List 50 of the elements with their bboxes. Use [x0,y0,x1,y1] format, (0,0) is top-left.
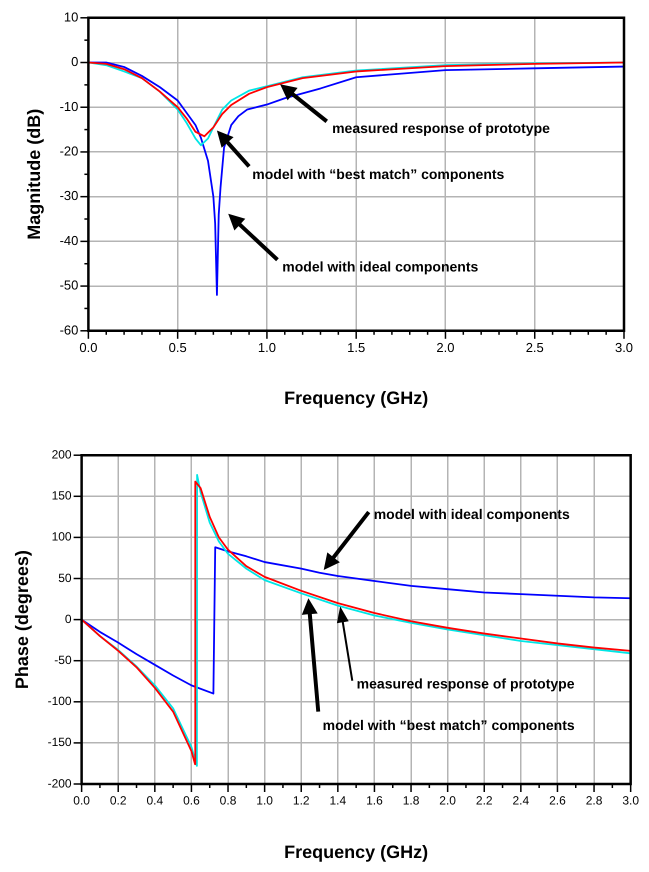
x-axis-title: Frequency (GHz) [284,388,428,408]
y-tick-label: -50 [54,653,72,668]
x-tick-label: 2.0 [436,340,454,356]
y-tick-label: -20 [60,144,78,159]
y-tick-label: 200 [52,448,72,462]
x-tick-label: 1.2 [292,794,310,808]
x-tick-label: 3.0 [614,340,634,356]
x-tick-label: 2.4 [512,794,530,808]
x-tick-label: 0.0 [73,794,90,808]
x-tick-label: 0.0 [79,340,98,356]
x-tick-label: 0.2 [110,794,127,808]
x-tick-label: 2.0 [439,794,456,808]
y-tick-label: 10 [64,9,78,24]
y-tick-label: 100 [52,530,72,544]
y-tick-label: 0 [71,54,78,70]
y-tick-label: -150 [48,735,72,750]
x-tick-label: 1.0 [256,794,274,808]
y-axis-title: Magnitude (dB) [24,108,44,240]
annotation: model with ideal components [282,258,479,274]
x-tick-label: 0.4 [146,794,164,808]
annotation: measured response of prototype [332,120,550,136]
x-tick-label: 0.8 [220,794,237,808]
y-tick-label: -60 [60,322,78,338]
annotation: measured response of prototype [356,676,575,692]
y-tick-label: 50 [58,570,72,585]
annotation: model with “best match” components [252,166,505,182]
x-tick-label: 2.6 [549,794,566,808]
annotation: model with ideal components [374,506,570,522]
y-tick-label: -200 [48,776,72,790]
x-tick-label: 2.2 [476,794,493,808]
x-tick-label: 0.5 [168,340,187,356]
y-tick-label: 150 [52,488,72,503]
x-tick-label: 3.0 [622,794,640,808]
y-axis-title: Phase (degrees) [12,550,32,690]
x-axis-title: Frequency (GHz) [284,842,428,862]
annotation: model with “best match” components [322,717,575,734]
x-tick-label: 2.8 [586,794,603,808]
y-tick-label: -30 [60,188,78,204]
x-tick-label: 1.8 [402,794,420,808]
x-tick-label: 1.0 [258,340,276,356]
y-tick-label: 0 [64,612,72,626]
y-tick-label: -10 [60,98,78,114]
y-tick-label: -50 [60,278,78,293]
x-tick-label: 2.5 [526,340,544,356]
y-tick-label: -40 [60,232,78,248]
x-tick-label: 0.6 [183,794,200,808]
y-tick-label: -100 [48,694,72,708]
x-tick-label: 1.5 [347,340,366,356]
x-tick-label: 1.4 [329,794,346,808]
x-tick-label: 1.6 [366,794,384,808]
